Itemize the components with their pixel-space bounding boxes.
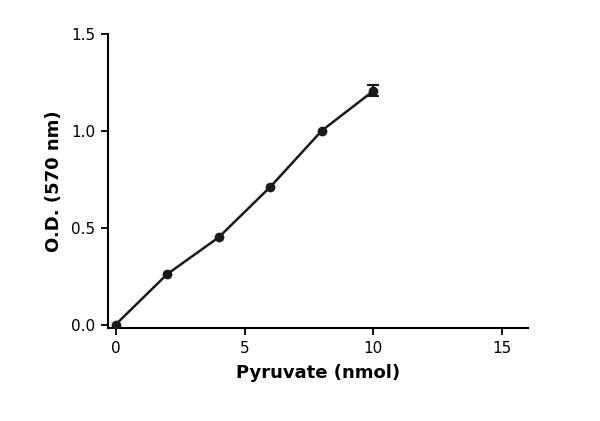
X-axis label: Pyruvate (nmol): Pyruvate (nmol) <box>236 364 400 382</box>
Y-axis label: O.D. (570 nm): O.D. (570 nm) <box>45 110 63 252</box>
